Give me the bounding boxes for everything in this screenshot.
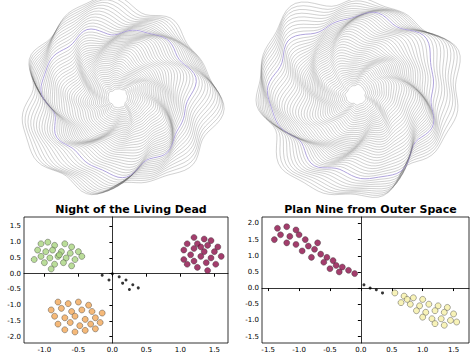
svg-text:0.5: 0.5 <box>141 346 152 354</box>
svg-text:-1.5: -1.5 <box>261 346 275 354</box>
svg-text:1.0: 1.0 <box>175 346 186 354</box>
svg-text:0.5: 0.5 <box>248 268 259 276</box>
svg-text:0.5: 0.5 <box>386 346 397 354</box>
svg-text:0.5: 0.5 <box>10 254 21 262</box>
svg-text:Plan Nine from Outer Space: Plan Nine from Outer Space <box>284 203 456 216</box>
svg-text:-2.0: -2.0 <box>7 333 21 341</box>
svg-text:-1.0: -1.0 <box>7 301 21 309</box>
svg-text:0.0: 0.0 <box>248 284 259 292</box>
svg-text:-1.0: -1.0 <box>38 346 52 354</box>
svg-text:1.0: 1.0 <box>417 346 428 354</box>
svg-text:1.5: 1.5 <box>10 222 21 230</box>
svg-text:-1.0: -1.0 <box>245 316 259 324</box>
svg-text:0.0: 0.0 <box>107 346 118 354</box>
svg-text:-1.5: -1.5 <box>245 333 259 341</box>
svg-text:0.0: 0.0 <box>10 270 21 278</box>
svg-text:1.0: 1.0 <box>248 252 259 260</box>
svg-text:0.0: 0.0 <box>355 346 366 354</box>
svg-text:-0.5: -0.5 <box>72 346 86 354</box>
svg-text:1.5: 1.5 <box>248 236 259 244</box>
svg-text:2.0: 2.0 <box>248 219 259 227</box>
svg-text:-0.5: -0.5 <box>245 300 259 308</box>
svg-text:-1.0: -1.0 <box>292 346 306 354</box>
svg-text:1.5: 1.5 <box>209 346 220 354</box>
svg-text:-1.5: -1.5 <box>7 317 21 325</box>
svg-text:Night of the Living Dead: Night of the Living Dead <box>55 203 206 216</box>
svg-text:1.5: 1.5 <box>448 346 459 354</box>
svg-text:-0.5: -0.5 <box>323 346 337 354</box>
svg-text:1.0: 1.0 <box>10 238 21 246</box>
svg-text:-0.5: -0.5 <box>7 285 21 293</box>
